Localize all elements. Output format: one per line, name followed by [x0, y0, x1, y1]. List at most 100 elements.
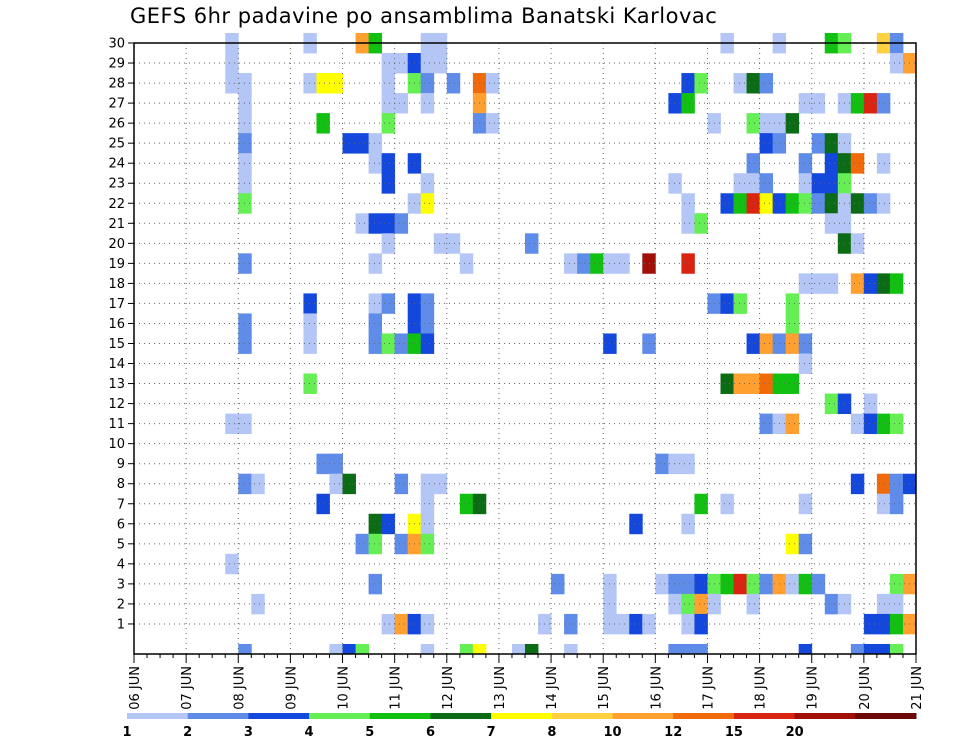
precip-cell	[798, 173, 813, 194]
precip-cell	[785, 373, 800, 394]
colorbar-label: 3	[244, 725, 253, 740]
precip-cell	[381, 53, 396, 74]
precip-cell	[355, 533, 369, 555]
colorbar-label: 10	[603, 725, 621, 740]
precip-cell	[759, 413, 774, 435]
precip-cell	[798, 533, 813, 555]
precip-cell	[420, 53, 435, 74]
colorbar-label: 2	[183, 725, 192, 740]
precip-cell	[225, 553, 239, 575]
precip-cell	[889, 473, 904, 495]
precip-cell	[694, 643, 708, 655]
precip-cell	[629, 613, 643, 635]
precip-cell	[785, 113, 800, 134]
chart-title: GEFS 6hr padavine po ansamblima Banatski…	[130, 4, 718, 28]
x-tick-label: 13 JUN	[493, 666, 508, 710]
precip-cell	[668, 593, 682, 615]
precip-cell	[798, 193, 813, 214]
y-tick-label: 1	[117, 617, 125, 632]
precip-cell	[329, 473, 343, 495]
precip-cell	[863, 613, 878, 635]
precip-cell	[785, 293, 800, 314]
precip-cell	[850, 233, 865, 254]
precip-cell	[681, 213, 695, 234]
precip-cell	[876, 193, 891, 214]
y-tick-label: 14	[108, 357, 125, 372]
precip-cell	[876, 613, 891, 635]
precip-cell	[694, 573, 708, 595]
precip-cell	[746, 593, 760, 615]
y-tick-label: 2	[117, 597, 125, 612]
cells-layer	[225, 32, 917, 655]
precip-cell	[394, 613, 409, 635]
precip-cell	[850, 193, 865, 214]
precip-cell	[668, 573, 682, 595]
y-axis: 1234567891011121314151617181920212223242…	[108, 37, 134, 632]
precip-cell	[759, 173, 774, 194]
y-tick-label: 10	[108, 437, 125, 452]
y-tick-label: 3	[117, 577, 125, 592]
precip-cell	[811, 193, 826, 214]
precip-cell	[798, 153, 813, 174]
colorbar-label: 5	[365, 725, 374, 740]
x-tick-label: 19 JUN	[806, 666, 821, 710]
precip-cell	[785, 413, 800, 435]
precip-cell	[759, 333, 774, 354]
precip-cell	[355, 133, 369, 154]
precip-cell	[564, 253, 578, 274]
precip-cell	[863, 273, 878, 294]
precip-cell	[420, 643, 435, 655]
precip-cell	[394, 93, 409, 114]
x-tick-label: 07 JUN	[180, 666, 195, 710]
precip-cell	[564, 613, 578, 635]
colorbar-label: 15	[725, 725, 743, 740]
precip-cell	[746, 333, 760, 354]
precip-cell	[485, 113, 500, 134]
precip-cell	[420, 93, 435, 114]
precip-cell	[694, 613, 708, 635]
precip-cell	[824, 213, 839, 234]
precip-cell	[459, 643, 474, 655]
y-tick-label: 26	[108, 117, 125, 132]
precip-cell	[746, 113, 760, 134]
precip-cell	[720, 193, 734, 214]
precip-cell	[733, 293, 747, 314]
y-tick-label: 15	[108, 337, 125, 352]
precip-cell	[342, 643, 356, 655]
precip-cell	[824, 193, 839, 214]
precip-cell	[824, 393, 839, 415]
precip-cell	[720, 373, 734, 394]
precip-cell	[694, 73, 708, 94]
colorbar-label: 1	[122, 725, 131, 740]
colorbar-label: 12	[664, 725, 682, 740]
y-tick-label: 9	[117, 457, 125, 472]
precip-cell	[850, 93, 865, 114]
colorbar-segment	[551, 713, 614, 719]
precip-cell	[446, 233, 461, 254]
x-axis: 06 JUN 07 JUN 08 JUN 09 JUN 10 JUN 11 JUN 12 J…	[128, 654, 925, 710]
precip-cell	[368, 293, 383, 314]
precip-cell	[733, 173, 747, 194]
precip-cell	[368, 153, 383, 174]
precip-cell	[225, 413, 239, 435]
precip-cell	[368, 333, 383, 354]
precip-cell	[564, 643, 578, 655]
precip-cell	[850, 413, 865, 435]
precip-cell	[824, 173, 839, 194]
precip-cell	[889, 593, 904, 615]
precip-cell	[420, 193, 435, 214]
x-tick-label: 20 JUN	[858, 666, 873, 710]
precip-cell	[329, 453, 343, 475]
precip-cell	[863, 193, 878, 214]
precip-cell	[694, 213, 708, 234]
precip-cell	[863, 643, 878, 655]
precip-cell	[798, 493, 813, 515]
precip-cell	[485, 73, 500, 94]
precip-cell	[811, 573, 826, 595]
y-tick-label: 29	[108, 57, 125, 72]
precip-cell	[889, 273, 904, 294]
precip-cell	[381, 233, 396, 254]
y-tick-label: 23	[108, 177, 125, 192]
precip-cell	[785, 333, 800, 354]
precip-cell	[420, 173, 435, 194]
